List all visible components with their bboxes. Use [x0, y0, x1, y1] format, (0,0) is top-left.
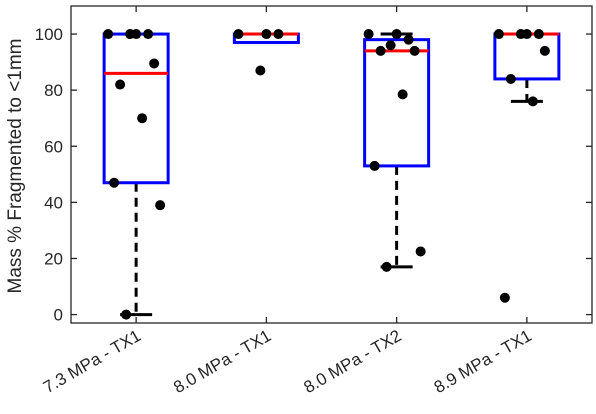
- data-point: [415, 246, 426, 257]
- data-point: [137, 113, 148, 124]
- data-point: [273, 29, 284, 40]
- data-point: [103, 29, 114, 40]
- box-group: [493, 32, 561, 103]
- data-point: [533, 29, 544, 40]
- data-point: [505, 73, 516, 84]
- data-point: [149, 58, 160, 69]
- data-point: [381, 261, 392, 272]
- data-point: [255, 65, 266, 76]
- data-point: [539, 45, 550, 56]
- y-tick-label: 0: [54, 306, 63, 325]
- y-tick-label: 80: [44, 81, 63, 100]
- data-point: [143, 29, 154, 40]
- data-point: [403, 34, 414, 45]
- y-tick-label: 60: [44, 137, 63, 156]
- x-tick-label: 7.3 MPa - TX1: [40, 326, 144, 397]
- x-tick-label: 8.0 MPa - TX1: [170, 326, 274, 397]
- data-point: [527, 96, 538, 107]
- data-point: [499, 292, 510, 303]
- y-tick-label: 20: [44, 249, 63, 268]
- data-point: [397, 89, 408, 100]
- x-tick-label: 8.0 MPa - TX2: [300, 326, 404, 397]
- data-point: [121, 309, 132, 320]
- plot-area: [102, 29, 561, 320]
- box-group: [102, 32, 170, 317]
- data-point: [109, 177, 120, 188]
- box-group: [363, 32, 431, 269]
- x-tick-label: 8.9 MPa - TX1: [431, 326, 535, 397]
- axes: 0 20 40 60 80 100 7.3 MPa - TX1 8.0 MPa - TX1 8.…: [35, 5, 593, 397]
- data-point: [363, 29, 374, 40]
- data-point: [409, 45, 420, 56]
- box: [102, 32, 170, 185]
- data-point: [515, 29, 526, 40]
- box: [493, 32, 561, 81]
- data-point: [155, 200, 166, 211]
- box: [363, 38, 431, 168]
- data-point: [493, 29, 504, 40]
- data-point: [233, 29, 244, 40]
- data-point: [115, 79, 126, 90]
- data-point: [261, 29, 272, 40]
- y-axis-label: Mass % Fragmented to <1mm: [5, 38, 26, 293]
- data-point: [391, 29, 402, 40]
- y-tick-label: 100: [35, 25, 63, 44]
- data-point: [369, 160, 380, 171]
- data-point: [125, 29, 136, 40]
- axes-frame: [70, 5, 593, 324]
- data-point: [375, 45, 386, 56]
- y-tick-label: 40: [44, 193, 63, 212]
- data-point: [385, 40, 396, 51]
